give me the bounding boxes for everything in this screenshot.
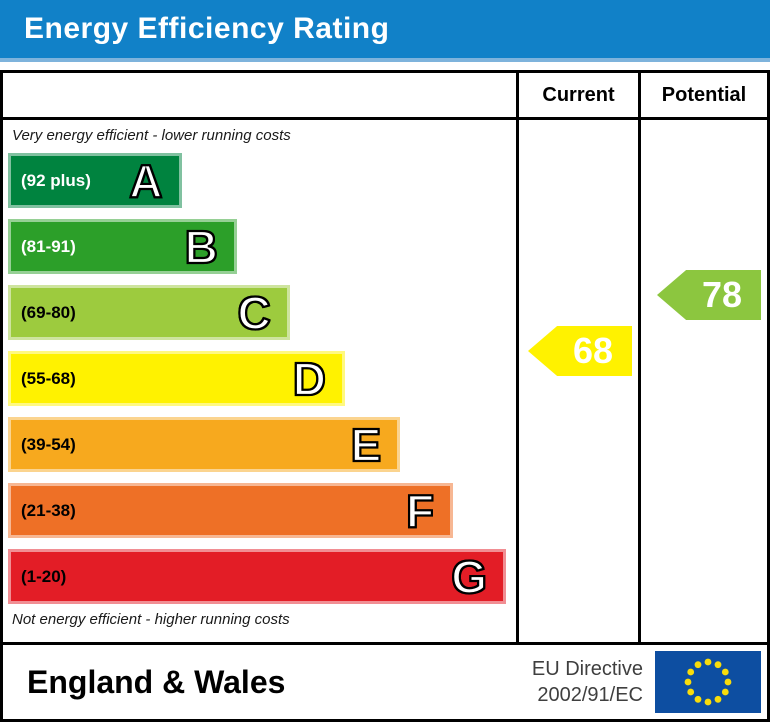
- chart-footer: England & Wales EU Directive 2002/91/EC: [0, 642, 770, 722]
- band-letter: G: [450, 550, 488, 603]
- chart-header: Energy Efficiency Rating: [0, 0, 770, 62]
- table-body: Very energy efficient - lower running co…: [3, 120, 767, 642]
- eu-directive-line2: 2002/91/EC: [537, 684, 643, 706]
- band-letter: E: [350, 418, 383, 471]
- band-range-label: (81-91): [21, 236, 76, 256]
- current-rating-arrow: 68: [528, 326, 632, 376]
- band-range-label: (21-38): [21, 500, 76, 520]
- current-rating-cell: 68: [519, 120, 641, 642]
- bands-column: Very energy efficient - lower running co…: [3, 120, 519, 642]
- potential-rating-cell: 78: [641, 120, 767, 642]
- band-row-e: (39-54) E: [8, 417, 401, 472]
- column-header-current: Current: [519, 73, 641, 117]
- band-range-label: (69-80): [21, 302, 76, 322]
- page-title: Energy Efficiency Rating: [24, 12, 390, 45]
- band-letter: D: [292, 352, 327, 405]
- band-row-d: (55-68) D: [8, 351, 345, 406]
- band-row-b: (81-91) B: [8, 219, 237, 274]
- band-row-a: (92 plus) A: [8, 153, 182, 208]
- band-range-label: (92 plus): [21, 170, 91, 190]
- band-letter: A: [128, 154, 163, 207]
- band-range-label: (39-54): [21, 434, 76, 454]
- region-label: England & Wales: [27, 663, 286, 700]
- eu-flag-icon: [655, 651, 761, 713]
- rating-table: Current Potential Very energy efficient …: [0, 70, 770, 645]
- band-letter: C: [236, 286, 271, 339]
- band-letter: B: [184, 220, 219, 273]
- band-range-label: (55-68): [21, 368, 76, 388]
- band-row-g: (1-20) G: [8, 549, 506, 604]
- header-spacer-cell: [3, 73, 519, 117]
- potential-rating-arrow: 78: [657, 270, 761, 320]
- band-row-f: (21-38) F: [8, 483, 454, 538]
- eu-directive-text: EU Directive 2002/91/EC: [532, 656, 643, 708]
- column-header-potential: Potential: [661, 83, 747, 106]
- band-range-label: (1-20): [21, 566, 67, 586]
- eu-directive-line1: EU Directive: [531, 658, 643, 680]
- table-header-row: Current Potential: [3, 73, 767, 120]
- band-list: (92 plus) A (81-91) B (69-80) C (55-68) D (39-54…: [8, 153, 511, 604]
- caption-efficient: Very energy efficient - lower running co…: [12, 127, 291, 144]
- band-row-c: (69-80) C: [8, 285, 290, 340]
- potential-rating-value: 78: [701, 274, 743, 315]
- caption-inefficient: Not energy efficient - higher running co…: [12, 611, 290, 628]
- band-letter: F: [405, 484, 435, 537]
- current-rating-value: 68: [572, 330, 614, 371]
